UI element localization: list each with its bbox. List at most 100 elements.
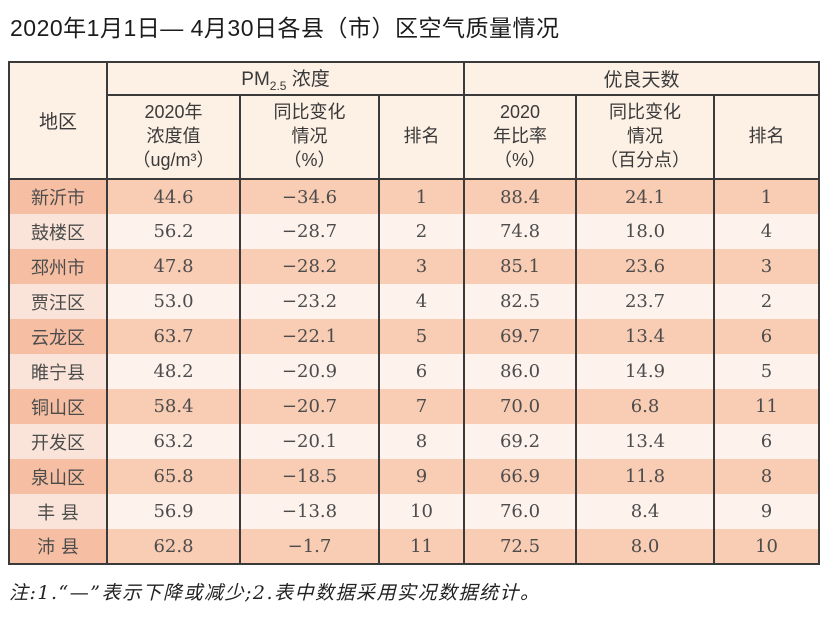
table-body: 新沂市 44.6 −34.6 1 88.4 24.1 1 鼓楼区 56.2 −28.7 2 74.8 1… bbox=[8, 179, 821, 564]
days-ratio-cell: 76.0 bbox=[463, 494, 578, 529]
days-ratio-cell: 82.5 bbox=[463, 284, 578, 319]
table-row: 云龙区 63.7 −22.1 5 69.7 13.4 6 bbox=[8, 319, 821, 354]
days-change-cell: 23.6 bbox=[575, 249, 716, 284]
pm25-label-prefix: PM bbox=[241, 69, 270, 91]
region-cell: 铜山区 bbox=[8, 389, 108, 424]
pm-value-cell: 65.8 bbox=[106, 459, 241, 494]
table-row: 邳州市 47.8 −28.2 3 85.1 23.6 3 bbox=[8, 249, 821, 284]
days-rank-cell: 3 bbox=[713, 249, 821, 284]
col-header-days-rank: 排名 bbox=[713, 94, 821, 180]
pm-value-cell: 47.8 bbox=[106, 249, 241, 284]
region-cell: 沛 县 bbox=[8, 529, 108, 564]
days-change-cell: 13.4 bbox=[575, 319, 716, 354]
region-cell: 贾汪区 bbox=[8, 284, 108, 319]
col-header-pm-value: 2020年 浓度值 （ug/m³） bbox=[106, 94, 241, 180]
page-title: 2020年1月1日— 4月30日各县（市）区空气质量情况 bbox=[10, 15, 560, 41]
pm-value-cell: 63.2 bbox=[106, 424, 241, 459]
days-change-cell: 13.4 bbox=[575, 424, 716, 459]
days-change-cell: 11.8 bbox=[575, 459, 716, 494]
pm-rank-cell: 9 bbox=[377, 459, 466, 494]
pm-rank-cell: 7 bbox=[377, 389, 466, 424]
table-row: 鼓楼区 56.2 −28.7 2 74.8 18.0 4 bbox=[8, 214, 821, 249]
days-ratio-cell: 72.5 bbox=[463, 529, 578, 564]
pm-change-cell: −20.1 bbox=[239, 424, 380, 459]
days-rank-cell: 9 bbox=[713, 494, 821, 529]
pm-rank-cell: 2 bbox=[377, 214, 466, 249]
pm-rank-cell: 11 bbox=[377, 529, 466, 564]
region-cell: 开发区 bbox=[8, 424, 108, 459]
footnote: 注:1.“—”表示下降或减少;2.表中数据采用实况数据统计。 bbox=[9, 582, 541, 604]
pm-rank-cell: 5 bbox=[377, 319, 466, 354]
days-ratio-cell: 69.7 bbox=[463, 319, 578, 354]
pm-value-cell: 56.9 bbox=[106, 494, 241, 529]
pm-value-cell: 63.7 bbox=[106, 319, 241, 354]
days-rank-cell: 6 bbox=[713, 424, 821, 459]
table-row: 铜山区 58.4 −20.7 7 70.0 6.8 11 bbox=[8, 389, 821, 424]
pm-change-cell: −28.2 bbox=[239, 249, 380, 284]
table-row: 新沂市 44.6 −34.6 1 88.4 24.1 1 bbox=[8, 179, 821, 214]
pm-value-cell: 53.0 bbox=[106, 284, 241, 319]
table-row: 贾汪区 53.0 −23.2 4 82.5 23.7 2 bbox=[8, 284, 821, 319]
days-rank-cell: 10 bbox=[713, 529, 821, 564]
days-change-cell: 8.4 bbox=[575, 494, 716, 529]
pm25-label-subscript: 2.5 bbox=[269, 78, 287, 93]
table-row: 开发区 63.2 −20.1 8 69.2 13.4 6 bbox=[8, 424, 821, 459]
days-change-cell: 24.1 bbox=[575, 179, 716, 214]
pm-value-cell: 56.2 bbox=[106, 214, 241, 249]
pm-value-cell: 48.2 bbox=[106, 354, 241, 389]
col-header-pm-rank: 排名 bbox=[377, 94, 466, 180]
region-cell: 睢宁县 bbox=[8, 354, 108, 389]
region-cell: 新沂市 bbox=[8, 179, 108, 214]
days-rank-cell: 1 bbox=[713, 179, 821, 214]
days-ratio-cell: 69.2 bbox=[463, 424, 578, 459]
days-rank-cell: 8 bbox=[713, 459, 821, 494]
pm-value-cell: 44.6 bbox=[106, 179, 241, 214]
days-change-cell: 14.9 bbox=[575, 354, 716, 389]
pm-change-cell: −23.2 bbox=[239, 284, 380, 319]
col-header-days-change: 同比变化 情况 （百分点） bbox=[575, 94, 716, 180]
pm-change-cell: −22.1 bbox=[239, 319, 380, 354]
pm-change-cell: −28.7 bbox=[239, 214, 380, 249]
pm25-group-header: PM2.5 浓度 bbox=[105, 61, 466, 96]
pm-change-cell: −1.7 bbox=[239, 529, 380, 564]
pm-rank-cell: 1 bbox=[377, 179, 466, 214]
good-days-group-header: 优良天数 bbox=[463, 61, 821, 96]
days-rank-cell: 5 bbox=[713, 354, 821, 389]
region-cell: 泉山区 bbox=[8, 459, 108, 494]
region-column-header: 地区 bbox=[8, 61, 108, 180]
pm-rank-cell: 6 bbox=[377, 354, 466, 389]
pm-change-cell: −20.7 bbox=[239, 389, 380, 424]
pm25-label-suffix: 浓度 bbox=[286, 69, 330, 91]
table-row: 泉山区 65.8 −18.5 9 66.9 11.8 8 bbox=[8, 459, 821, 494]
col-header-days-ratio: 2020 年比率 （%） bbox=[463, 94, 578, 180]
days-ratio-cell: 86.0 bbox=[463, 354, 578, 389]
pm-value-cell: 62.8 bbox=[106, 529, 241, 564]
days-rank-cell: 11 bbox=[713, 389, 821, 424]
pm-rank-cell: 8 bbox=[377, 424, 466, 459]
pm-rank-cell: 4 bbox=[377, 284, 466, 319]
days-rank-cell: 6 bbox=[713, 319, 821, 354]
days-change-cell: 8.0 bbox=[575, 529, 716, 564]
days-rank-cell: 4 bbox=[713, 214, 821, 249]
pm-change-cell: −20.9 bbox=[239, 354, 380, 389]
days-rank-cell: 2 bbox=[713, 284, 821, 319]
pm-value-cell: 58.4 bbox=[106, 389, 241, 424]
region-cell: 丰 县 bbox=[8, 494, 108, 529]
table-row: 丰 县 56.9 −13.8 10 76.0 8.4 9 bbox=[8, 494, 821, 529]
days-change-cell: 6.8 bbox=[575, 389, 716, 424]
days-ratio-cell: 74.8 bbox=[463, 214, 578, 249]
days-change-cell: 23.7 bbox=[575, 284, 716, 319]
pm-change-cell: −13.8 bbox=[239, 494, 380, 529]
region-cell: 鼓楼区 bbox=[8, 214, 108, 249]
table-row: 沛 县 62.8 −1.7 11 72.5 8.0 10 bbox=[8, 529, 821, 564]
table-header: 地区 PM2.5 浓度 优良天数 2020年 浓度值 （ug/m³） 同比变化 … bbox=[8, 61, 821, 180]
days-ratio-cell: 66.9 bbox=[463, 459, 578, 494]
pm-change-cell: −18.5 bbox=[239, 459, 380, 494]
sub-header-row: 2020年 浓度值 （ug/m³） 同比变化 情况 （%） 排名 2020 年比… bbox=[9, 94, 821, 180]
days-ratio-cell: 70.0 bbox=[463, 389, 578, 424]
table-row: 睢宁县 48.2 −20.9 6 86.0 14.9 5 bbox=[8, 354, 821, 389]
days-change-cell: 18.0 bbox=[575, 214, 716, 249]
pm-change-cell: −34.6 bbox=[239, 179, 380, 214]
group-header-row: 地区 PM2.5 浓度 优良天数 bbox=[8, 61, 821, 180]
air-quality-table: 地区 PM2.5 浓度 优良天数 2020年 浓度值 （ug/m³） 同比变化 … bbox=[8, 61, 821, 565]
